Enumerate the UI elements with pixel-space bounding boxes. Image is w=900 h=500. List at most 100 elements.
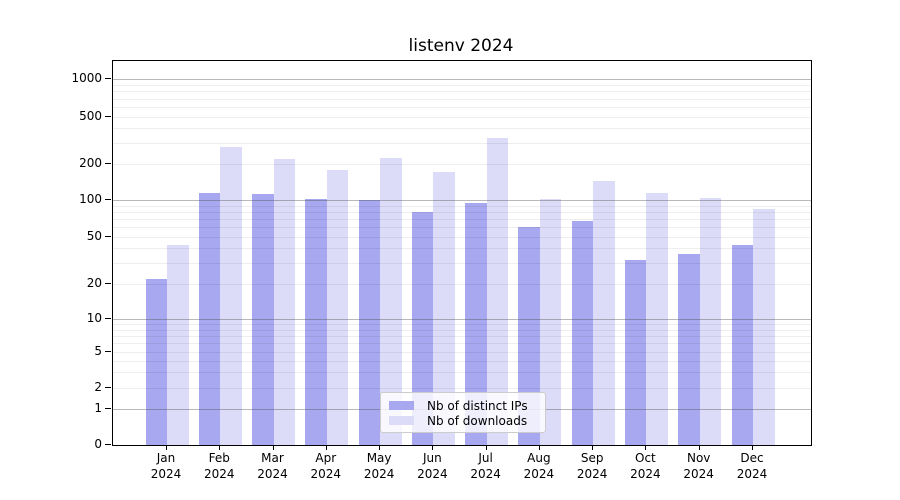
gridline bbox=[113, 324, 811, 325]
x-axis-tick-label: Jul 2024 bbox=[470, 451, 501, 481]
gridline-major bbox=[113, 319, 811, 320]
chart-title: listenv 2024 bbox=[408, 36, 514, 56]
y-axis-tick-label: 1 bbox=[94, 401, 102, 415]
y-axis-tick-label: 2 bbox=[94, 380, 102, 394]
y-axis-tick-mark bbox=[105, 199, 111, 200]
bar-distinct-ips bbox=[411, 211, 434, 445]
x-axis-tick-label: May 2024 bbox=[363, 451, 395, 481]
y-axis-tick-mark bbox=[105, 78, 111, 79]
x-axis-tick-mark bbox=[325, 445, 327, 450]
bar-downloads bbox=[486, 138, 509, 445]
bar-downloads bbox=[753, 208, 775, 445]
gridline bbox=[113, 98, 811, 100]
bar-downloads bbox=[593, 180, 615, 445]
y-axis-tick-label: 0 bbox=[94, 437, 102, 451]
x-axis-tick-mark bbox=[432, 445, 434, 450]
gridline bbox=[113, 372, 811, 374]
x-axis-tick-label: Oct 2024 bbox=[630, 451, 661, 481]
y-axis-tick-mark bbox=[105, 318, 111, 319]
gridline bbox=[113, 329, 811, 331]
y-axis-tick-label: 1000 bbox=[71, 71, 102, 85]
bar-distinct-ips bbox=[252, 194, 274, 445]
y-axis-tick-mark bbox=[105, 408, 111, 409]
y-axis-tick-mark bbox=[105, 116, 111, 117]
bar-distinct-ips bbox=[571, 220, 594, 445]
bar-distinct-ips bbox=[624, 259, 647, 445]
bar-distinct-ips bbox=[465, 202, 487, 445]
gridline bbox=[113, 248, 811, 250]
gridline bbox=[113, 263, 811, 265]
gridline bbox=[113, 227, 811, 229]
gridline bbox=[113, 164, 811, 165]
x-axis-tick-label: Jan 2024 bbox=[150, 451, 182, 481]
x-axis-tick-label: Dec 2024 bbox=[736, 451, 768, 481]
gridline bbox=[113, 352, 811, 353]
bar-distinct-ips bbox=[305, 198, 327, 445]
gridline bbox=[113, 143, 811, 145]
x-axis-tick-label: Apr 2024 bbox=[310, 451, 342, 481]
bar-distinct-ips bbox=[731, 244, 753, 445]
bar-downloads bbox=[326, 169, 349, 445]
x-axis-tick-mark bbox=[166, 445, 167, 450]
x-axis-tick-mark bbox=[272, 445, 274, 450]
legend-item: Nb of distinct IPs bbox=[389, 398, 537, 413]
bar-downloads bbox=[273, 159, 295, 445]
legend: Nb of distinct IPs Nb of downloads bbox=[380, 392, 546, 433]
x-axis-tick-label: Mar 2024 bbox=[257, 451, 288, 481]
gridline bbox=[113, 343, 811, 345]
y-axis-tick-label: 500 bbox=[79, 109, 102, 123]
legend-swatch bbox=[389, 416, 414, 425]
y-axis-tick-mark bbox=[105, 236, 111, 237]
x-axis-tick-mark bbox=[752, 445, 753, 450]
legend-swatch bbox=[389, 401, 414, 410]
bar-downloads bbox=[220, 146, 242, 445]
bar-downloads bbox=[539, 199, 562, 445]
y-axis-tick-label: 5 bbox=[94, 344, 102, 358]
x-axis-tick-mark bbox=[485, 445, 487, 450]
legend-label: Nb of distinct IPs bbox=[427, 398, 528, 413]
gridline-major bbox=[113, 79, 811, 80]
x-axis-tick-mark bbox=[219, 445, 221, 450]
y-axis-tick-label: 10 bbox=[86, 311, 102, 325]
x-axis-tick-label: Jun 2024 bbox=[417, 451, 448, 481]
legend-label: Nb of downloads bbox=[427, 413, 528, 428]
y-axis-tick-mark bbox=[105, 351, 111, 352]
x-axis-tick-mark bbox=[538, 445, 540, 450]
gridline-major bbox=[113, 200, 811, 201]
bar-downloads bbox=[380, 158, 402, 445]
bar-downloads bbox=[433, 172, 455, 445]
y-axis-tick-mark bbox=[105, 283, 111, 284]
y-axis-tick-mark bbox=[105, 163, 111, 164]
x-axis-tick-mark bbox=[592, 445, 594, 450]
gridline bbox=[113, 237, 811, 238]
bar-downloads bbox=[699, 197, 722, 445]
gridline bbox=[113, 336, 811, 337]
gridline bbox=[113, 205, 811, 207]
bar-downloads bbox=[646, 193, 668, 445]
x-axis-tick-mark bbox=[379, 445, 381, 450]
gridline bbox=[113, 117, 811, 118]
y-axis-tick-label: 200 bbox=[79, 156, 102, 170]
x-axis-tick-mark bbox=[698, 445, 700, 450]
gridline bbox=[113, 128, 811, 130]
gridline bbox=[113, 84, 811, 86]
y-axis-tick-label: 100 bbox=[79, 192, 102, 206]
gridline bbox=[113, 107, 811, 108]
y-axis-tick-mark bbox=[105, 444, 111, 445]
gridline bbox=[113, 219, 811, 220]
bar-distinct-ips bbox=[145, 279, 167, 445]
bar-downloads bbox=[167, 244, 189, 445]
bar-distinct-ips bbox=[358, 200, 381, 445]
bar-distinct-ips bbox=[518, 227, 540, 445]
y-axis-tick-mark bbox=[105, 387, 111, 388]
x-axis-tick-label: Nov 2024 bbox=[683, 451, 714, 481]
legend-item: Nb of downloads bbox=[389, 413, 537, 428]
bar-distinct-ips bbox=[198, 193, 221, 445]
x-axis-tick-mark bbox=[645, 445, 647, 450]
gridline bbox=[113, 211, 811, 213]
bar-distinct-ips bbox=[678, 253, 700, 445]
x-axis-tick-label: Feb 2024 bbox=[204, 451, 235, 481]
y-axis-tick-label: 50 bbox=[86, 229, 102, 243]
x-axis-tick-label: Sep 2024 bbox=[576, 451, 608, 481]
